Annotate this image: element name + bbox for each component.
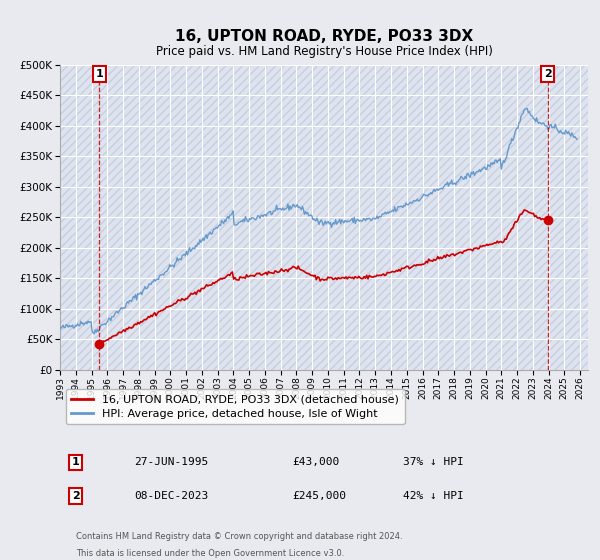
Text: 1: 1 [95,69,103,79]
Text: 2: 2 [544,69,551,79]
Text: Contains HM Land Registry data © Crown copyright and database right 2024.: Contains HM Land Registry data © Crown c… [76,531,403,540]
Legend: 16, UPTON ROAD, RYDE, PO33 3DX (detached house), HPI: Average price, detached ho: 16, UPTON ROAD, RYDE, PO33 3DX (detached… [65,389,404,424]
Text: 27-JUN-1995: 27-JUN-1995 [134,458,208,468]
Text: 16, UPTON ROAD, RYDE, PO33 3DX: 16, UPTON ROAD, RYDE, PO33 3DX [175,29,473,44]
Text: 37% ↓ HPI: 37% ↓ HPI [403,458,464,468]
Text: 08-DEC-2023: 08-DEC-2023 [134,491,208,501]
Text: Price paid vs. HM Land Registry's House Price Index (HPI): Price paid vs. HM Land Registry's House … [155,45,493,58]
Text: 1: 1 [72,458,80,468]
Text: £43,000: £43,000 [292,458,340,468]
Text: This data is licensed under the Open Government Licence v3.0.: This data is licensed under the Open Gov… [76,548,344,558]
Text: 42% ↓ HPI: 42% ↓ HPI [403,491,464,501]
Text: 2: 2 [72,491,80,501]
Text: £245,000: £245,000 [292,491,346,501]
